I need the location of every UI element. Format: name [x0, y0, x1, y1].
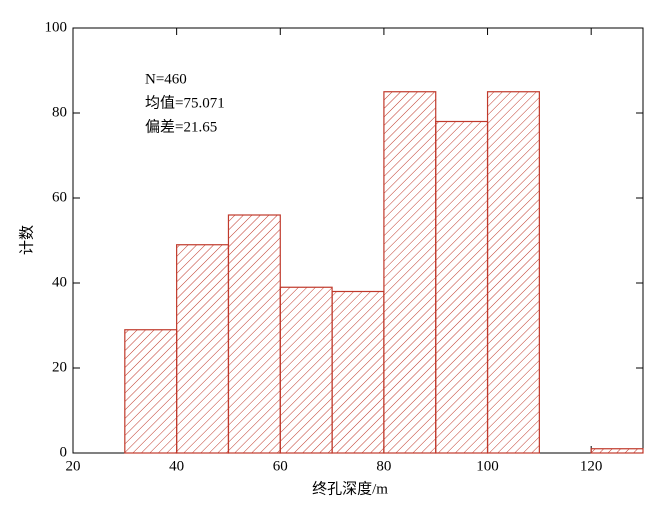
x-tick-label: 120: [580, 458, 603, 474]
x-tick-label: 100: [476, 458, 499, 474]
x-tick-label: 20: [66, 458, 81, 474]
y-tick-label: 0: [60, 444, 68, 460]
y-axis-label: 计数: [18, 225, 35, 255]
annotation: 偏差=21.65: [145, 118, 217, 135]
y-tick-label: 100: [45, 19, 68, 35]
x-axis-label: 终孔深度/m: [312, 480, 388, 497]
bar: [331, 290, 385, 454]
x-tick-label: 80: [376, 458, 391, 474]
y-tick-label: 40: [52, 274, 67, 290]
y-tick-label: 20: [52, 359, 67, 375]
bar: [486, 91, 540, 454]
bar: [227, 214, 281, 454]
y-tick-label: 60: [52, 189, 67, 205]
bar: [590, 448, 644, 454]
bar: [279, 286, 333, 454]
x-tick-label: 40: [169, 458, 184, 474]
bar: [435, 120, 489, 454]
y-tick-label: 80: [52, 104, 67, 120]
annotation: N=460: [145, 71, 187, 87]
bar: [176, 244, 230, 454]
bar: [124, 329, 178, 454]
x-tick-label: 60: [273, 458, 288, 474]
annotation: 均值=75.071: [145, 94, 225, 111]
bar: [383, 91, 437, 454]
